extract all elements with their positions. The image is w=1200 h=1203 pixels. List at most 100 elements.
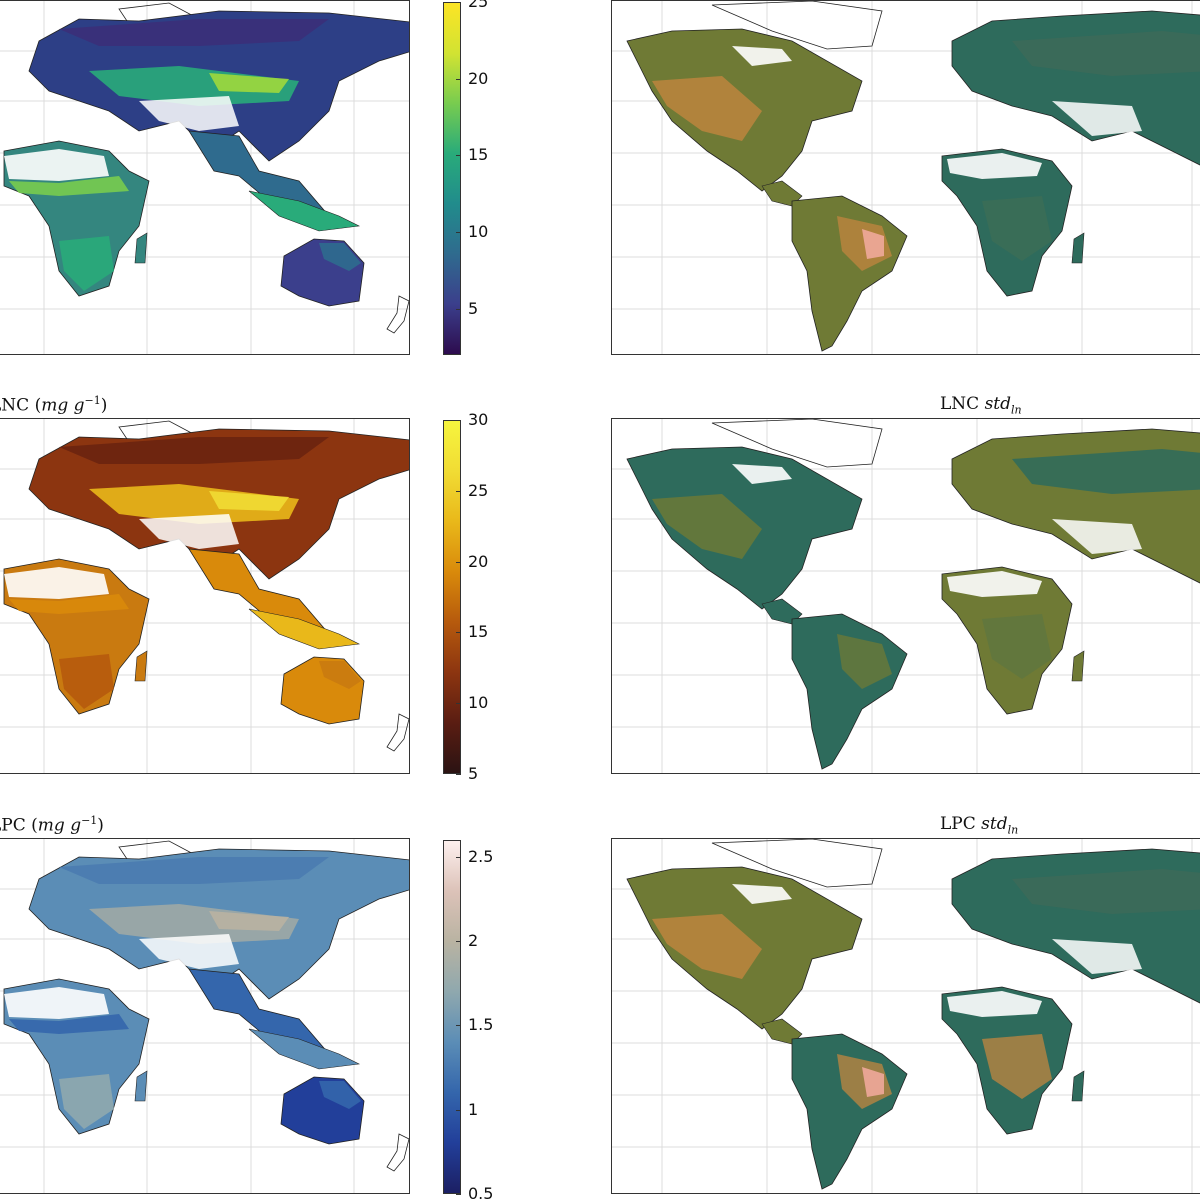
new-zealand-outline [386,713,409,752]
colorbar-tick-mark [456,420,461,421]
colorbar-tick-mark [456,632,461,634]
colorbar-tick-label: 15 [468,622,489,642]
africa-south-zone [59,1074,114,1129]
map-lpc [0,838,410,1194]
map-svg-lma [0,1,409,354]
colorbar-lpc [443,840,461,1194]
map-lma-std [611,0,1200,355]
colorbar-tick-label: 20 [468,68,489,88]
greenland-outline [711,839,883,888]
map-lma [0,0,410,355]
colorbar-tick-mark [456,1025,461,1027]
eurasia-steppe-zone [209,491,289,511]
colorbar-tick-mark [456,703,461,705]
colorbar-tick-label: 25 [468,480,489,500]
title-lpc-std: LPC stdln [940,814,1019,837]
africa-sahel-zone [9,594,129,614]
colorbar-tick-label: 15 [468,145,489,165]
sahara-no-data [947,153,1042,179]
colorbar-tick-label: 25 [468,0,489,11]
sahara-no-data [4,567,109,599]
title-lnc: LNC (mg g−1) [0,394,108,416]
australia-north-zone [319,1081,361,1109]
eurasia-steppe-zone [209,911,289,931]
colorbar-tick-mark [456,1194,461,1195]
africa-sahel-zone [9,1014,129,1034]
eurasia-north-zone [59,857,329,884]
colorbar-tick-label: 20 [468,551,489,571]
desert-no-data [139,96,239,131]
colorbar-tick-mark [456,2,461,3]
greenland-outline [711,1,883,50]
map-lpc-std [611,838,1200,1194]
title-lnc-std: LNC stdln [940,394,1022,417]
eurasia-steppe-zone [209,73,289,93]
arctic-no-data [732,46,792,66]
colorbar-tick-label: 5 [468,298,479,318]
madagascar [1071,1070,1085,1102]
south-america-highlight-zone [862,1067,884,1097]
desert-no-data [1052,101,1142,136]
colorbar-tick-mark [456,232,461,234]
madagascar [1071,650,1085,682]
maritime-asia [248,1028,361,1070]
colorbar-tick-label: 5 [468,764,479,783]
map-svg-lnc-std [612,419,1200,773]
eurasia-north-zone [59,437,329,464]
maritime-asia [248,190,361,232]
north-america-interior [652,914,762,979]
colorbar-tick-mark [456,1109,461,1111]
new-zealand-outline [386,295,409,334]
africa-central-zone [982,196,1052,261]
new-zealand-outline [386,1133,409,1172]
madagascar [134,232,148,264]
australia-north-zone [319,243,361,271]
colorbar-tick-label: 1.5 [468,1015,494,1035]
map-svg-lpc [0,839,409,1193]
desert-no-data [1052,519,1142,554]
north-america-interior [652,494,762,559]
south-america-highlight-zone [862,229,884,259]
arctic-no-data [732,884,792,904]
colorbar-tick-mark [456,774,461,775]
australia-north-zone [319,661,361,689]
arctic-no-data [732,464,792,484]
colorbar-tick-mark [456,941,461,943]
map-lnc-std [611,418,1200,774]
colorbar-lnc [443,420,461,774]
africa-south-zone [59,236,114,291]
sahara-no-data [4,149,109,181]
desert-no-data [139,514,239,549]
colorbar-tick-label: 10 [468,693,489,713]
madagascar [134,1070,148,1102]
sahara-no-data [4,987,109,1019]
colorbar-tick-label: 1 [468,1099,479,1119]
map-svg-lpc-std [612,839,1200,1193]
africa-south-zone [59,654,114,709]
north-america-interior [652,76,762,141]
maritime-asia [248,608,361,650]
eurasia-north-zone [1012,449,1200,494]
africa-central-zone [982,614,1052,679]
south-america-east-zone [837,634,892,689]
sahara-no-data [947,571,1042,597]
title-lpc: LPC (mg g−1) [0,814,104,836]
colorbar-tick-label: 30 [468,410,489,429]
sahara-no-data [947,991,1042,1017]
colorbar-tick-mark [456,308,461,310]
eurasia-north-zone [1012,869,1200,914]
eurasia-north-zone [59,19,329,46]
colorbar-tick-mark [456,78,461,80]
africa-sahel-zone [9,176,129,196]
colorbar-tick-mark [456,155,461,157]
colorbar-tick-mark [456,856,461,858]
colorbar-tick-mark [456,561,461,563]
map-lnc [0,418,410,774]
colorbar-tick-mark [456,490,461,492]
colorbar-tick-label: 2.5 [468,846,494,866]
map-svg-lnc [0,419,409,773]
desert-no-data [139,934,239,969]
colorbar-tick-label: 2 [468,931,479,951]
eurasia-north-zone [1012,31,1200,76]
desert-no-data [1052,939,1142,974]
